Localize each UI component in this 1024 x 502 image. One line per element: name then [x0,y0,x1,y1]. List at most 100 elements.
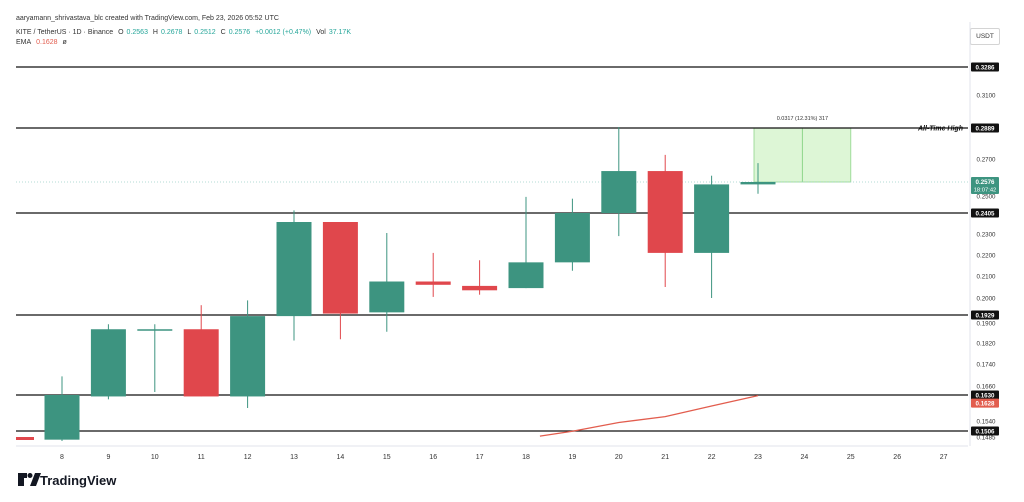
level-price-tag-bg [971,208,999,218]
ohlc-low-value: 0.2512 [194,29,216,36]
candle[interactable] [322,222,358,340]
candle-body [322,222,358,314]
x-tick-label: 14 [337,454,345,461]
level-price-tag: 0.1929 [971,310,999,320]
candle-body [137,329,173,331]
ohlc-open-value: 0.2563 [126,29,148,36]
symbol-name[interactable]: KITE / TetherUS · 1D · Binance [16,29,114,36]
level-price-tag-bg [971,123,999,133]
y-tick-label: 0.2500 [977,194,996,201]
all-time-high-annotation: All-Time High [917,126,963,133]
x-tick-label: 9 [106,454,110,461]
candle[interactable] [90,324,126,400]
level-price-tag: 0.2405 [971,208,999,218]
candle[interactable] [137,324,173,392]
tradingview-logo-icon [18,473,41,486]
candle-body [90,329,126,397]
current-price-tag: 0.2576 18:07:42 [971,177,999,194]
ema-settings-icon[interactable]: ø [62,39,67,46]
level-price-tag-bg [971,62,999,72]
ema-line[interactable] [539,394,759,437]
candle-body [276,222,312,317]
candle[interactable] [462,260,498,295]
ohlc-close-label: C [220,29,226,36]
x-tick-label: 8 [60,454,64,461]
level-price-tag-text: 0.1506 [976,428,995,435]
ohlc-low-label: L [187,29,192,36]
grid-layer [16,22,971,447]
ema-label[interactable]: EMA [16,39,32,46]
ema-legend: EMA 0.1628 ø [16,39,70,46]
candle-body [415,281,451,285]
level-price-tag: 0.1630 [971,390,999,400]
x-tick-label: 27 [940,454,948,461]
candle-body [694,184,730,253]
candle-body [554,213,590,263]
level-price-tag: 0.3286 [971,62,999,72]
ema-layer [539,394,759,437]
candle[interactable] [694,175,730,298]
ohlc-high-label: H [152,29,158,36]
levels-layer: All-Time High [16,66,968,432]
candle[interactable] [44,376,80,441]
x-tick-label: 26 [893,454,901,461]
bar-countdown: 18:07:42 [974,188,997,194]
author-credit: aaryamann_shrivastava_blc created with T… [16,15,279,22]
candle-body [16,437,34,440]
volume-value: 37.17K [328,29,351,36]
volume-label: Vol [316,29,326,36]
candle[interactable] [601,127,637,237]
x-tick-label: 13 [290,454,298,461]
level-price-tag-text: 0.2405 [976,210,995,217]
candle[interactable] [369,233,405,332]
candle[interactable] [508,196,544,289]
price-tags-layer: 0.3286 0.2889 0.2405 0.1929 0.1630 0.1506 0.16… [971,62,999,436]
ema-price-tag-bg [971,398,999,408]
candle-body [230,316,266,397]
candle[interactable] [554,198,590,271]
axis-layer: 0.3100 0.2700 0.2500 0.2300 0.2200 0.2100 0.20… [60,93,996,462]
y-tick-label: 0.1660 [977,384,996,391]
x-tick-label: 22 [708,454,716,461]
candle[interactable] [647,154,683,287]
candle-body [601,171,637,213]
candle-body [369,281,405,313]
y-tick-label: 0.1740 [977,362,996,369]
y-tick-label: 0.1900 [977,321,996,328]
y-tick-label: 0.3100 [977,93,996,100]
candle-body [183,329,219,397]
candle[interactable] [415,252,451,297]
level-price-tag: 0.2889 [971,123,999,133]
level-price-tag-text: 0.1630 [976,392,995,399]
ema-value: 0.1628 [36,39,58,46]
currency-label: USDT [976,33,994,40]
x-tick-label: 21 [661,454,669,461]
y-tick-label: 0.2100 [977,274,996,281]
x-tick-label: 16 [429,454,437,461]
candle[interactable] [183,305,219,397]
level-price-tag-bg [971,390,999,400]
y-tick-label: 0.1540 [977,419,996,426]
x-tick-label: 20 [615,454,623,461]
ema-price-tag-text: 0.1628 [976,400,995,407]
candle[interactable] [740,163,776,194]
level-price-tag: 0.1506 [971,426,999,436]
current-price-value: 0.2576 [976,179,995,186]
level-price-tag-bg [971,310,999,320]
candle[interactable] [230,300,266,408]
y-tick-label: 0.1485 [977,435,996,442]
x-tick-label: 10 [151,454,159,461]
candle-body [508,262,544,289]
price-change: +0.0012 (+0.47%) [255,29,312,36]
ema-price-tag: 0.1628 [971,398,999,408]
y-tick-label: 0.2200 [977,253,996,260]
current-price-tag-bg [971,177,999,194]
symbol-legend: KITE / TetherUS · 1D · Binance O 0.2563 H… [16,29,354,36]
candle[interactable] [276,210,312,341]
tradingview-logo[interactable]: TradingView [18,473,117,488]
level-price-tag-text: 0.3286 [976,64,995,71]
price-range-label: 0.0317 (12.31%) 317 [777,116,828,122]
x-tick-label: 11 [198,454,205,461]
